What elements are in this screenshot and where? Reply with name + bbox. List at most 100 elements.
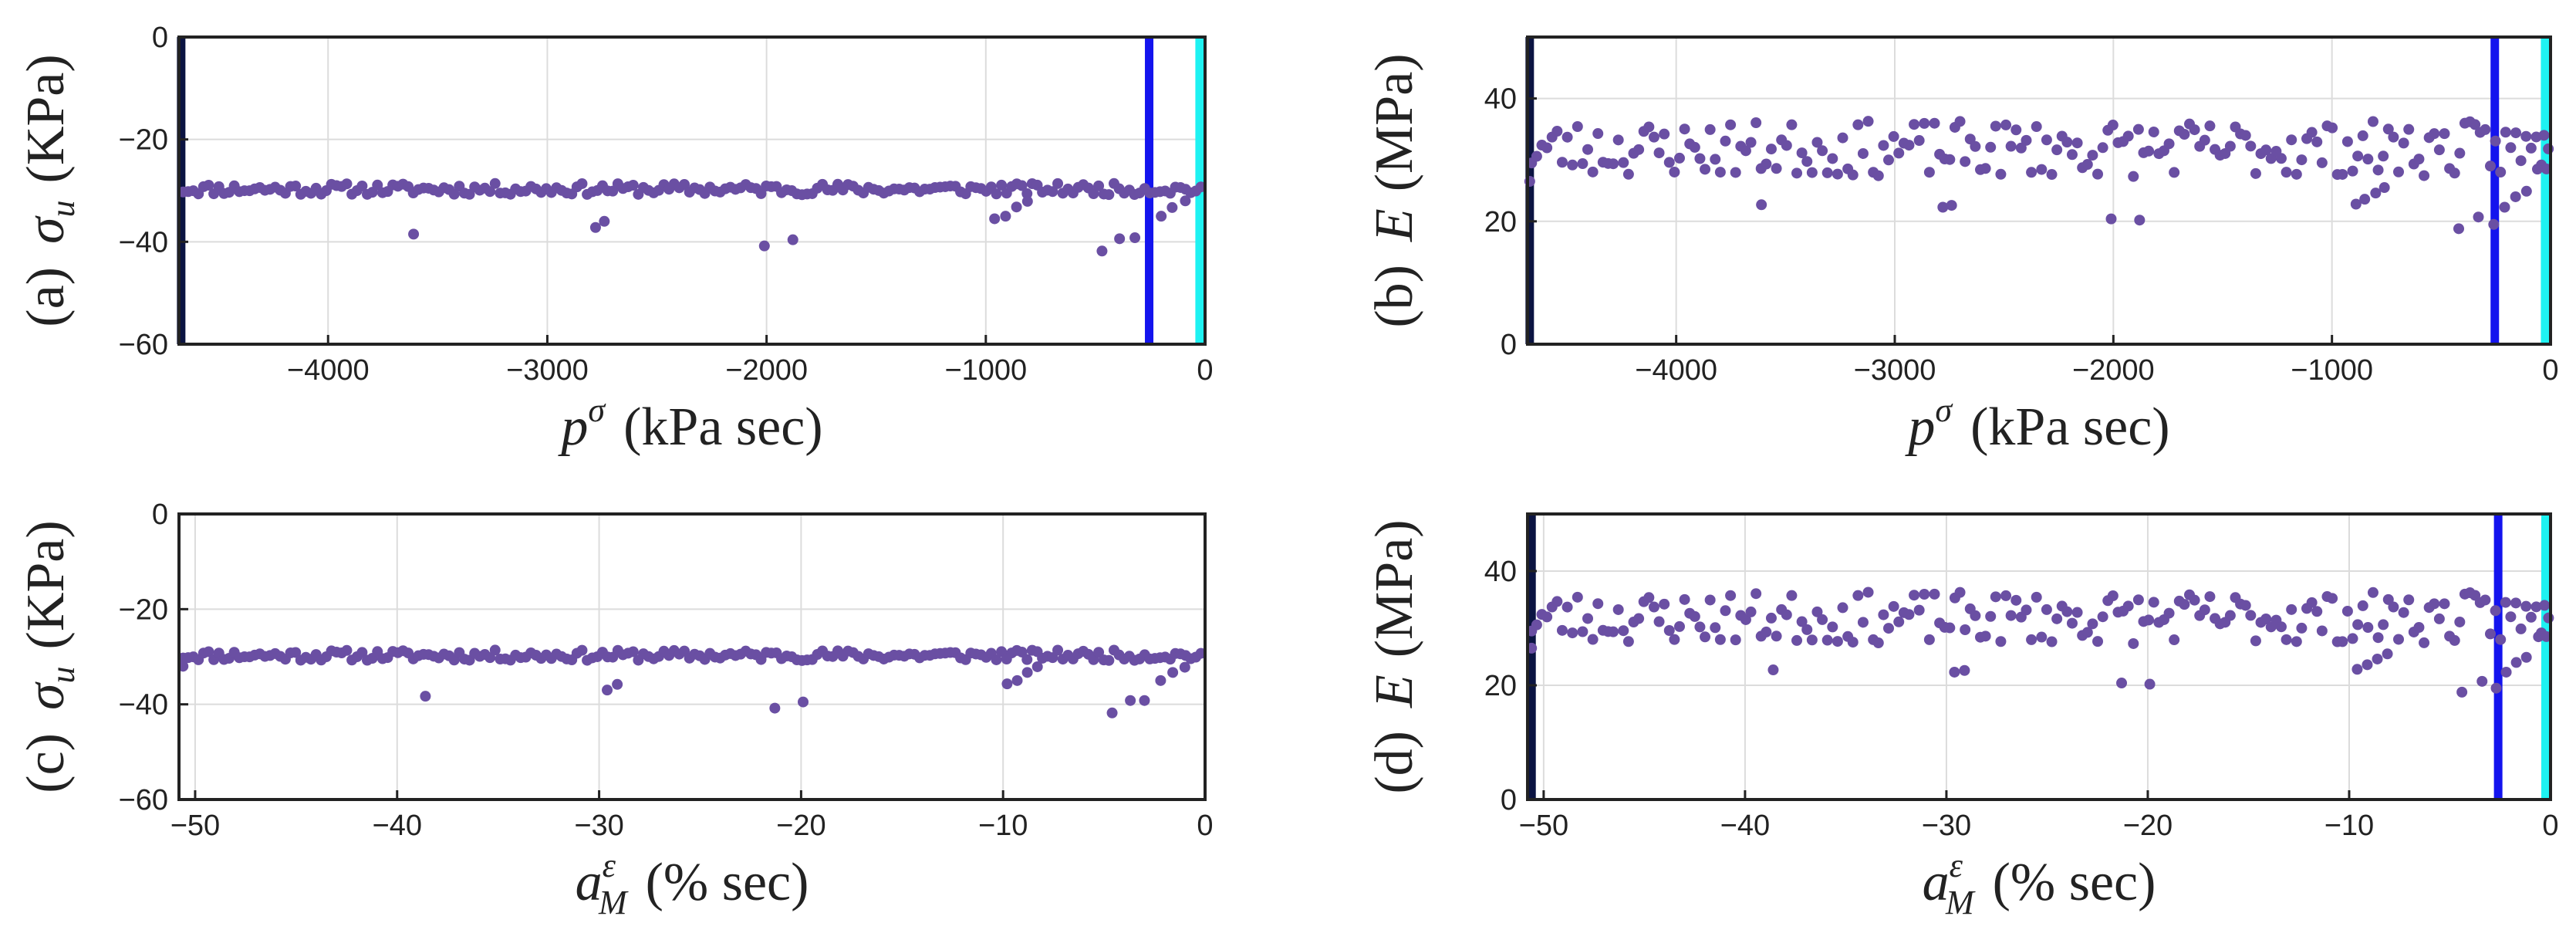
panel-d-point-121 <box>2143 614 2155 626</box>
panel-d-ticks: −50 −40 −30 −20 −10 0 0 20 40 <box>1484 556 2559 842</box>
panel-a-ytick-label-2: −20 <box>119 124 168 157</box>
panel-b-point-63 <box>1847 169 1859 181</box>
panel-b-point-82 <box>1944 154 1956 165</box>
panel-a-xtick-label-1: −3000 <box>506 354 589 387</box>
panel-b-point-77 <box>1919 117 1930 129</box>
panel-a-xlabel-symbol: p <box>557 397 588 457</box>
panel-b-point-165 <box>2367 116 2378 127</box>
panel-a: −4000 −3000 −2000 −1000 0−60−40−200 (a)σu(KP… <box>16 22 1214 457</box>
panel-b-point-103 <box>2051 144 2063 156</box>
panel-d-point-192 <box>2505 611 2517 623</box>
panel-d-point-162 <box>2352 619 2364 631</box>
panel-b-point-21 <box>1633 144 1645 155</box>
panel-c-xlabel-sub: M <box>598 884 629 921</box>
panel-a-xtick-label-0: −4000 <box>287 354 370 387</box>
panel-b-outlier-8 <box>2370 188 2382 199</box>
panel-b-point-36 <box>1710 154 1721 165</box>
panel-d-point-157 <box>2327 593 2338 604</box>
panel-d-point-23 <box>1643 592 1655 603</box>
panel-a-outlier-2 <box>599 215 610 227</box>
panel-b-point-30 <box>1679 123 1690 135</box>
panel-a-xlabel: pσ (kPa sec) <box>557 391 822 457</box>
panel-d-point-12 <box>1587 634 1599 645</box>
panel-d-point-160 <box>2341 605 2353 617</box>
panel-d-point-196 <box>2525 611 2537 623</box>
panel-a-point-171 <box>1052 177 1064 189</box>
panel-d-point-171 <box>2398 607 2409 618</box>
panel-b-point-106 <box>2066 149 2078 161</box>
panel-d-point-50 <box>1781 609 1792 620</box>
panel-b-point-52 <box>1791 167 1803 179</box>
panel-b-point-142 <box>2250 167 2261 179</box>
panel-d-outlier-16 <box>2533 631 2544 643</box>
panel-b-point-171 <box>2398 137 2409 149</box>
panel-b-point-109 <box>2081 159 2093 171</box>
panel-b-point-79 <box>1929 117 1940 129</box>
panel-d-point-197 <box>2530 601 2542 613</box>
panel-d-point-119 <box>2132 594 2144 606</box>
panel-a-points <box>177 177 1207 257</box>
panel-d-point-19 <box>1622 636 1634 647</box>
panel-d-point-77 <box>1919 588 1930 600</box>
panel-a-outlier-13 <box>1166 201 1178 213</box>
panel-b-outlier-15 <box>2520 185 2532 197</box>
panel-b-point-190 <box>2495 167 2507 178</box>
panel-b-point-85 <box>1960 156 1971 167</box>
panel-c-outlier-3 <box>612 678 623 690</box>
panel-d-point-72 <box>1893 616 1905 627</box>
panel-b-point-189 <box>2490 135 2501 147</box>
panel-d-point-87 <box>1970 610 1981 621</box>
panel-d-point-32 <box>1689 610 1700 622</box>
panel-a-xtick-label-3: −1000 <box>944 354 1027 387</box>
panel-b-point-72 <box>1893 147 1905 159</box>
panel-a-point-35 <box>356 180 368 191</box>
panel-a-outlier-3 <box>758 240 770 252</box>
panel-b-point-130 <box>2189 124 2200 136</box>
panel-b-point-69 <box>1878 140 1889 151</box>
panel-d-point-154 <box>2311 606 2323 617</box>
panel-d-point-165 <box>2367 587 2378 598</box>
panel-a-xtick-label-4: 0 <box>1197 354 1213 387</box>
panel-b-point-24 <box>1648 131 1659 143</box>
panel-d-point-151 <box>2296 622 2308 634</box>
panel-b-point-53 <box>1796 147 1808 159</box>
panel-c-xtick-label-0: −50 <box>170 810 220 842</box>
panel-d-point-66 <box>1862 587 1874 598</box>
panel-b-outlier-3 <box>1946 200 1957 211</box>
panel-c-ytick-label-0: −60 <box>119 784 168 816</box>
panel-b-point-174 <box>2413 154 2425 165</box>
panel-d-point-101 <box>2041 603 2052 615</box>
panel-a-grid <box>179 37 1205 344</box>
panel-d-point-7 <box>1561 601 1573 613</box>
panel-b-grid <box>1528 37 2551 344</box>
panel-b-point-154 <box>2311 136 2323 147</box>
panel-b-xlabel-sup: σ <box>1935 391 1953 429</box>
panel-b-point-112 <box>2097 142 2108 154</box>
panel-d-point-1 <box>1531 619 1542 631</box>
panel-b-point-182 <box>2454 147 2466 159</box>
panel-a-point-32 <box>341 178 353 190</box>
panel-d-outlier-3 <box>1959 664 1970 676</box>
panel-b-ytick-label-1: 20 <box>1484 206 1517 238</box>
panel-d-point-70 <box>1883 623 1895 634</box>
panel-a-ylabel-unit: (KPa) <box>16 54 76 183</box>
panel-c-outlier-5 <box>797 696 809 708</box>
panel-b-outlier-2 <box>1937 201 1949 213</box>
panel-d-points <box>1526 587 2554 698</box>
panel-b-point-18 <box>1618 157 1629 168</box>
panel-d-point-147 <box>2275 621 2287 633</box>
panel-c-ylabel: (c) σu (KPa) <box>16 520 82 793</box>
panel-d-point-128 <box>2179 599 2190 610</box>
panel-d-point-56 <box>1811 606 1823 617</box>
panel-b-xlabel-unit: (kPa sec) <box>1970 397 2170 457</box>
panel-d-point-107 <box>2071 607 2083 618</box>
panel-a-outlier-6 <box>1000 211 1011 222</box>
panel-c-point-165 <box>1021 654 1033 665</box>
panel-d-xlabel-sub: M <box>1945 884 1976 921</box>
panel-b-point-59 <box>1827 153 1838 164</box>
panel-d-point-91 <box>1990 591 2001 603</box>
panel-b-point-102 <box>2046 169 2058 181</box>
panel-b-point-61 <box>1837 132 1848 144</box>
panel-b-point-132 <box>2199 134 2210 146</box>
panel-a-frame <box>177 35 1207 346</box>
